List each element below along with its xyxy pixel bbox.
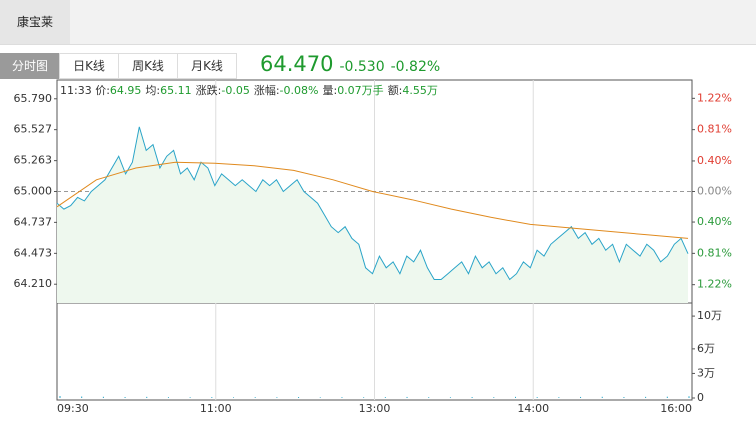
- x-tick-label: 14:00: [517, 402, 549, 415]
- tab[interactable]: 周K线: [118, 53, 178, 79]
- y2-tick-label: 0.81%: [697, 123, 732, 136]
- info-label: 量:: [322, 84, 338, 97]
- info-value: -0.05: [221, 84, 250, 97]
- info-label: 涨幅:: [253, 84, 280, 97]
- series-line: [56, 161, 689, 239]
- top-bar: 康宝莱: [0, 0, 756, 45]
- info-value: 65.11: [160, 84, 192, 97]
- volume-tick-label: 10万: [697, 309, 722, 322]
- y-tick-label: 64.210: [14, 277, 53, 290]
- y2-tick-label: 0.81%: [697, 246, 732, 259]
- tab[interactable]: 分时图: [0, 53, 60, 79]
- x-tick-label: 09:30: [57, 402, 89, 415]
- y-tick-label: 65.000: [14, 185, 53, 198]
- price: 64.470: [260, 52, 334, 76]
- y2-tick-label: 1.22%: [697, 91, 732, 104]
- stock-tab[interactable]: 康宝莱: [0, 0, 70, 44]
- y-tick-label: 64.473: [14, 246, 53, 259]
- y-tick-label: 65.527: [14, 123, 53, 136]
- x-tick-label: 11:00: [200, 402, 232, 415]
- info-value: 64.95: [109, 84, 142, 97]
- info-label: 额:: [387, 84, 403, 97]
- x-tick-label: 13:00: [359, 402, 391, 415]
- chart-tabs: 分时图 日K线 周K线 月K线: [0, 53, 237, 79]
- y-tick-label: 65.790: [14, 92, 53, 105]
- info-value: 4.55万: [402, 84, 438, 97]
- quote: 64.470 -0.530 -0.82%: [260, 52, 440, 76]
- info-label: 价:: [95, 84, 110, 97]
- y-tick-label: 64.737: [14, 215, 53, 228]
- info-label: 涨跌:: [195, 84, 222, 97]
- info-line: 11:33 价:64.95 均:65.11 涨跌:-0.05 涨幅:-0.08% 量:0…: [60, 82, 442, 98]
- y2-tick-label: 0.40%: [697, 215, 732, 228]
- info-value: 0.07万手: [337, 84, 384, 97]
- info-value: -0.08%: [279, 84, 319, 97]
- volume-tick-label: 6万: [697, 342, 715, 355]
- x-tick-label: 16:00: [660, 402, 692, 415]
- volume-tick-label: 3万: [697, 366, 715, 379]
- change: -0.530: [339, 59, 385, 75]
- info-label: 均:: [145, 84, 161, 97]
- volume-tick-label: 0: [697, 391, 704, 404]
- tab[interactable]: 月K线: [177, 53, 237, 79]
- y2-tick-label: 0.00%: [697, 185, 732, 198]
- price-area: [57, 126, 688, 304]
- y-tick-label: 65.263: [14, 154, 53, 167]
- y2-tick-label: 0.40%: [697, 154, 732, 167]
- y2-tick-label: 1.22%: [697, 278, 732, 291]
- change-pct: -0.82%: [390, 59, 441, 75]
- info-time: 11:33: [60, 84, 92, 97]
